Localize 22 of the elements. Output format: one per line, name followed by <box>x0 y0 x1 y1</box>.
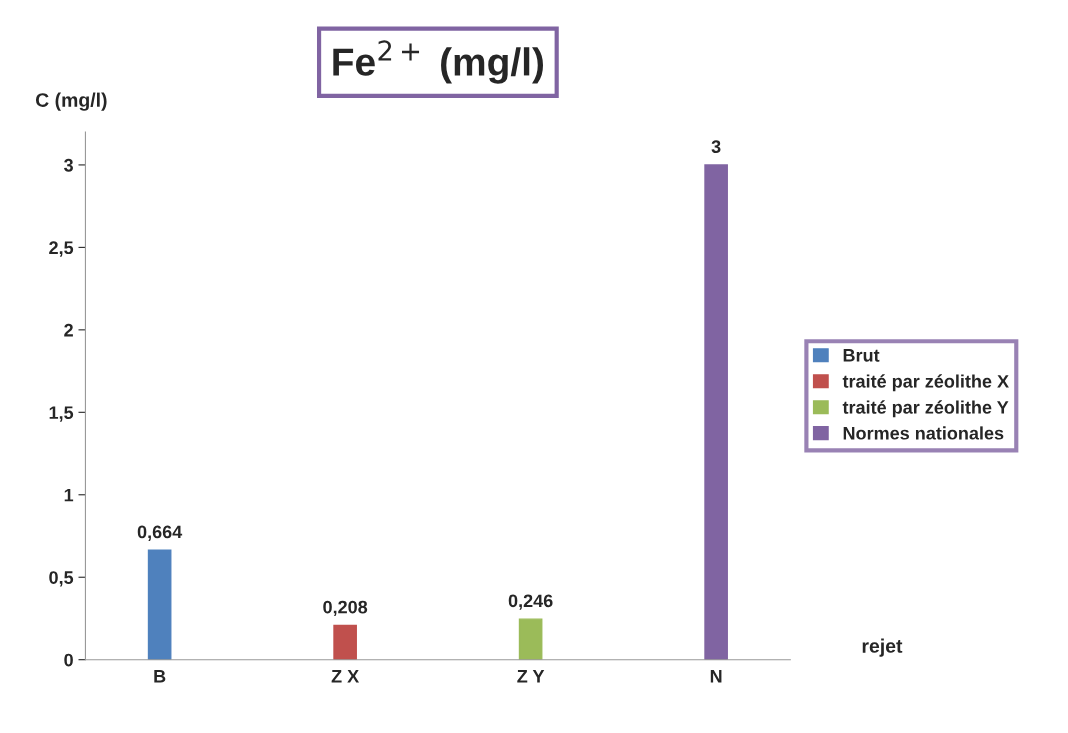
legend-label: traité par zéolithe Y <box>842 400 1009 418</box>
y-tick-label: 0,5 <box>49 571 74 587</box>
y-tick-label: 2,5 <box>49 241 74 257</box>
legend-label: Normes nationales <box>843 426 1004 440</box>
y-axis-title: C (mg/l) <box>35 92 107 111</box>
y-tick-label: 1 <box>64 488 74 502</box>
data-label: 0,208 <box>323 600 368 617</box>
data-label: 0,246 <box>508 594 553 610</box>
x-axis-title: rejet <box>862 638 903 657</box>
chart-title: Fe$^{2+}$ (mg/l) <box>333 40 544 84</box>
x-tick-label: N <box>710 670 722 683</box>
x-tick-label: Z X <box>331 670 360 683</box>
y-tick-label: 1,5 <box>49 406 74 422</box>
y-tick-label: 0 <box>64 653 73 667</box>
y-tick-label: 3 <box>64 158 73 172</box>
data-label: 0,664 <box>137 525 183 541</box>
x-tick-label: B <box>154 670 166 683</box>
legend-label: Brut <box>843 349 880 362</box>
data-label: 3 <box>711 140 721 154</box>
x-tick-label: Z Y <box>517 670 545 683</box>
legend-label: traité par zéolithe X <box>842 374 1009 392</box>
y-tick-label: 2 <box>64 323 73 337</box>
